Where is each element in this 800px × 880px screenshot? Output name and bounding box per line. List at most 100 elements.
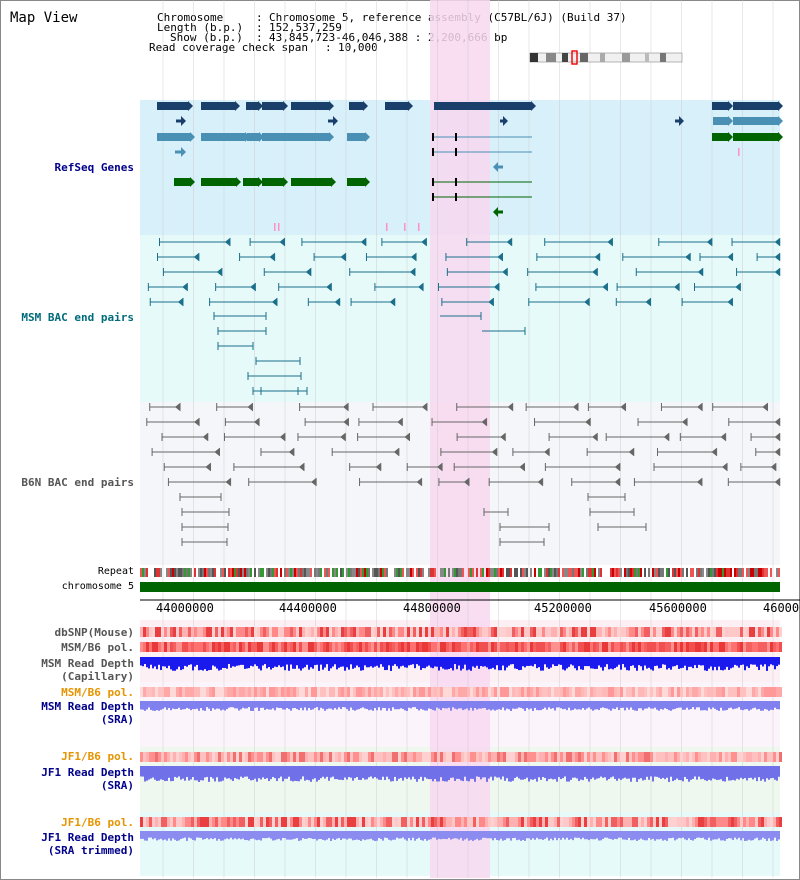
msm-sra-depth-bar	[308, 701, 310, 708]
repeat-element	[508, 568, 510, 577]
jf1-b6-pol-trim-track-label[interactable]: JF1/B6 pol.	[61, 816, 134, 829]
jf1-trim-depth-bar	[728, 831, 730, 839]
jf1-b6-pol-track-label[interactable]: JF1/B6 pol.	[61, 750, 134, 763]
msm-depth-bar	[434, 657, 436, 667]
msm-read-depth-sra-track-label[interactable]: MSM Read Depth	[41, 700, 134, 713]
msm-sra-depth-bar	[330, 701, 332, 709]
msm-b6-pol-cell	[209, 642, 212, 652]
refseq-marker	[738, 148, 740, 156]
dbsnp-cell	[311, 627, 314, 637]
repeat-element	[546, 568, 548, 577]
jf1-sra-depth-bar	[596, 766, 598, 779]
msm-b6-pol-sra-cell	[326, 687, 329, 697]
b6n-bac-pair-arrow	[770, 462, 777, 472]
msm-b6-pol-sra-cell	[584, 687, 587, 697]
jf1-trim-depth-bar	[738, 831, 740, 838]
dbsnp-cell	[611, 627, 614, 637]
jf1-trim-depth-bar	[156, 831, 158, 841]
repeat-element	[516, 568, 518, 577]
jf1-sra-depth-bar	[612, 766, 614, 777]
jf1-trim-depth-bar	[306, 831, 308, 839]
msm-depth-bar	[660, 657, 662, 668]
jf1-trim-depth-bar	[564, 831, 566, 840]
msm-b6-pol-cell	[509, 642, 512, 652]
msm-b6-pol-sra-cell	[650, 687, 653, 697]
msm-sra-depth-bar	[702, 701, 704, 711]
refseq-track-label[interactable]: RefSeq Genes	[54, 161, 134, 174]
jf1-sra-depth-bar	[648, 766, 650, 780]
dbsnp-cell	[455, 627, 458, 637]
msm-b6-pol-cell	[755, 642, 758, 652]
dbsnp-cell	[644, 627, 647, 637]
jf1-sra-depth-bar	[576, 766, 578, 779]
msm-sra-depth-bar	[576, 701, 578, 710]
jf1-sra-depth-bar	[654, 766, 656, 777]
jf1-b6-pol-cell	[206, 752, 209, 762]
msm-depth-bar	[650, 657, 652, 670]
msm-b6-pol-sra-cell	[146, 687, 149, 697]
msm-b6-pol-track-label[interactable]: MSM/B6 pol.	[61, 641, 134, 654]
jf1-sra-depth-bar	[710, 766, 712, 781]
msm-b6-pol-sra-cell	[248, 687, 251, 697]
msm-sra-depth-bar	[748, 701, 750, 711]
msm-depth-bar	[570, 657, 572, 665]
jf1-b6-pol-cell	[431, 752, 434, 762]
jf1-trim-depth-bar	[280, 831, 282, 841]
ideogram-band	[562, 53, 568, 62]
jf1-trim-depth-bar	[436, 831, 438, 840]
jf1-sra-depth-bar	[624, 766, 626, 778]
jf1-b6-pol-trim-cell	[158, 817, 161, 827]
jf1-sra-depth-bar	[260, 766, 262, 780]
msm-depth-bar	[296, 657, 298, 666]
jf1-b6-pol-cell	[320, 752, 323, 762]
msm-b6-pol-sra-track-label[interactable]: MSM/B6 pol.	[61, 686, 134, 699]
jf1-sra-depth-bar	[344, 766, 346, 778]
msm-b6-pol-sra-cell	[275, 687, 278, 697]
refseq-gene	[347, 133, 365, 141]
repeat-element	[578, 568, 580, 577]
repeat-element	[538, 568, 540, 577]
repeat-element	[490, 568, 492, 577]
refseq-gene-arrow	[331, 177, 336, 187]
repeat-element	[188, 568, 190, 577]
jf1-sra-depth-bar	[482, 766, 484, 778]
jf1-b6-pol-trim-cell	[275, 817, 278, 827]
jf1-b6-pol-cell	[593, 752, 596, 762]
msm-depth-bar	[146, 657, 148, 668]
msm-depth-bar	[406, 657, 408, 668]
refseq-gene	[175, 150, 181, 154]
dbsnp-track-label[interactable]: dbSNP(Mouse)	[54, 626, 134, 639]
jf1-b6-pol-cell	[689, 752, 692, 762]
jf1-trim-depth-bar	[208, 831, 210, 840]
msm-bac-track-label[interactable]: MSM BAC end pairs	[21, 311, 134, 324]
msm-sra-depth-bar	[620, 701, 622, 708]
jf1-trim-depth-bar	[486, 831, 488, 839]
jf1-trim-depth-bar	[338, 831, 340, 838]
msm-depth-bar	[364, 657, 366, 666]
exon-mark	[432, 178, 434, 186]
repeat-element	[454, 568, 456, 577]
jf1-b6-pol-cell	[149, 752, 152, 762]
b6n-bac-track-label[interactable]: B6N BAC end pairs	[21, 476, 134, 489]
msm-depth-bar	[196, 657, 198, 665]
jf1-sra-depth-bar	[528, 766, 530, 782]
msm-b6-pol-sra-cell	[161, 687, 164, 697]
jf1-b6-pol-cell	[710, 752, 713, 762]
jf1-b6-pol-cell	[143, 752, 146, 762]
msm-sra-depth-bar	[176, 701, 178, 709]
jf1-read-depth-track-label[interactable]: JF1 Read Depth	[41, 766, 134, 779]
jf1-trim-depth-bar	[778, 831, 780, 840]
msm-depth-bar	[390, 657, 392, 671]
msm-read-depth-track-label[interactable]: MSM Read Depth	[41, 657, 134, 670]
jf1-b6-pol-cell	[554, 752, 557, 762]
jf1-b6-pol-trim-cell	[281, 817, 284, 827]
msm-sra-depth-bar	[358, 701, 360, 710]
msm-sra-depth-bar	[378, 701, 380, 708]
msm-sra-depth-bar	[368, 701, 370, 711]
msm-depth-bar	[658, 657, 660, 669]
jf1-trim-depth-bar	[378, 831, 380, 839]
jf1-trim-depth-bar	[272, 831, 274, 841]
jf1-read-depth-trim-track-label[interactable]: JF1 Read Depth	[41, 831, 134, 844]
msm-depth-bar	[258, 657, 260, 669]
